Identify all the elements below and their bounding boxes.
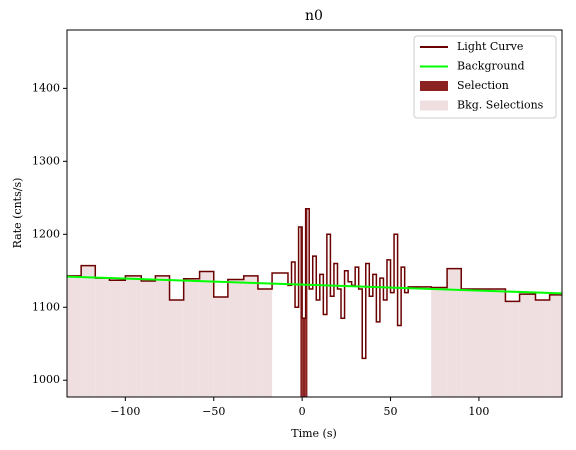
selection (300, 226, 303, 397)
bkg-selection (431, 287, 448, 397)
bkg-selection (519, 294, 536, 397)
bkg-selection (535, 299, 550, 397)
bkg-selection (155, 275, 170, 397)
x-tick-label: 0 (299, 405, 306, 418)
y-tick-label: 1400 (32, 81, 60, 94)
legend-label: Bkg. Selections (457, 99, 544, 112)
x-tick-label: −100 (110, 405, 140, 418)
x-tick-label: 100 (468, 405, 489, 418)
legend-box (413, 35, 557, 119)
y-tick-label: 1100 (32, 300, 60, 313)
y-tick-label: 1000 (32, 373, 60, 386)
chart-title: n0 (305, 8, 323, 24)
bkg-selection (125, 275, 142, 397)
bkg-selection (199, 271, 214, 397)
x-axis-label: Time (s) (291, 427, 337, 440)
legend-label: Background (457, 60, 525, 73)
legend-swatch (420, 81, 448, 91)
bkg-selection (67, 275, 82, 397)
x-tick-label: 50 (384, 405, 398, 418)
bkg-selection (95, 278, 110, 397)
bkg-selection (549, 294, 562, 397)
bkg-selection (169, 299, 184, 397)
selection (305, 208, 308, 397)
legend-swatch (420, 100, 448, 111)
y-axis-label: Rate (cnts/s) (11, 178, 24, 249)
x-tick-label: −50 (202, 405, 225, 418)
bkg-selection (257, 289, 273, 397)
y-tick-label: 1300 (32, 154, 60, 167)
bkg-selection (447, 268, 462, 397)
bkg-selection (505, 301, 520, 397)
y-tick-label: 1200 (32, 227, 60, 240)
light-curve (67, 208, 562, 360)
legend-label: Selection (457, 79, 509, 92)
axes-frame (66, 29, 563, 398)
bkg-selection (81, 265, 96, 397)
bkg-selection (213, 297, 228, 397)
bkg-selection (183, 278, 200, 397)
background-line (66, 275, 563, 295)
bkg-selection (109, 280, 126, 397)
legend-label: Light Curve (457, 40, 523, 53)
bkg-selection (461, 289, 506, 397)
bkg-selection (227, 279, 244, 397)
selection (302, 318, 306, 397)
bkg-selection (243, 275, 258, 397)
bkg-selection (141, 280, 156, 397)
